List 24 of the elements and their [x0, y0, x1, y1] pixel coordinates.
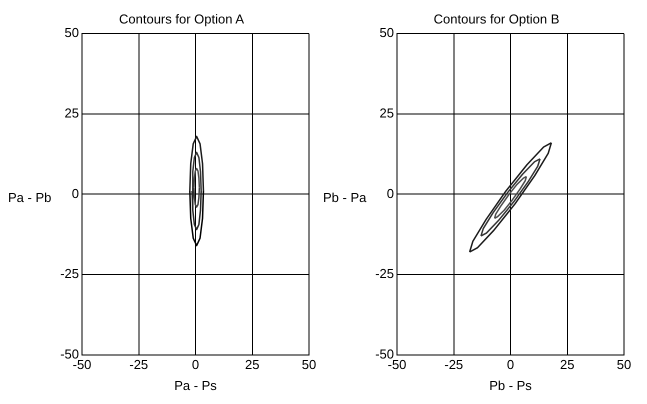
y-tick-label: 0 — [72, 186, 79, 201]
x-axis-title: Pa - Ps — [174, 378, 218, 393]
y-tick-label: -50 — [60, 346, 79, 362]
x-tick-label: -25 — [444, 357, 464, 372]
x-tick-label: 25 — [560, 357, 574, 372]
x-tick-label: 25 — [245, 357, 260, 372]
x-axis-title: Pb - Ps — [489, 378, 532, 393]
x-tick-label: 50 — [302, 357, 316, 372]
chart-title: Contours for Option B — [434, 11, 560, 26]
x-tick-label: 0 — [192, 357, 200, 372]
x-tick-label: -25 — [129, 357, 148, 372]
y-tick-label: 25 — [380, 105, 394, 120]
y-axis-title: Pa - Pb — [8, 190, 52, 204]
y-tick-label: 0 — [386, 186, 394, 201]
x-tick-label: 50 — [616, 357, 632, 372]
x-tick-label: 0 — [506, 357, 514, 372]
chart-title: Contours for Option A — [118, 11, 244, 26]
y-tick-label: 25 — [64, 105, 79, 120]
y-tick-label: -50 — [375, 346, 394, 362]
y-tick-label: -25 — [60, 266, 79, 282]
y-tick-label: -25 — [375, 266, 394, 282]
y-tick-label: 50 — [380, 25, 394, 40]
y-tick-label: 50 — [64, 25, 79, 40]
y-axis-title: Pb - Pa — [323, 190, 368, 204]
